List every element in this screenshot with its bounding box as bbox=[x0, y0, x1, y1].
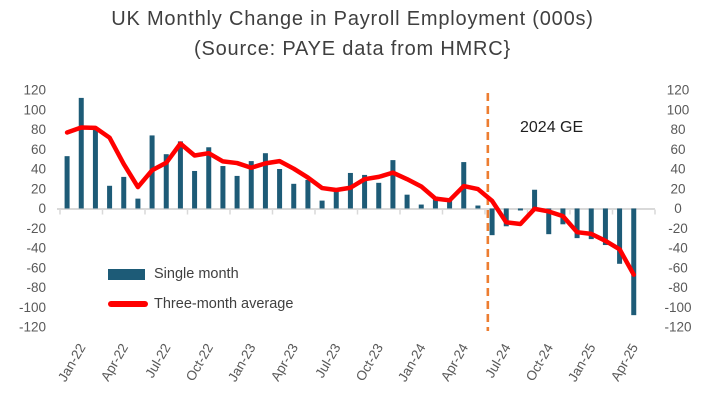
bar-Feb-25 bbox=[588, 208, 594, 240]
three-month-average-line bbox=[64, 125, 636, 277]
bar-Jan-25 bbox=[574, 208, 580, 239]
bar-May-22 bbox=[121, 176, 127, 209]
bar-Mar-23 bbox=[262, 153, 268, 209]
x-axis-label-Jan-24: Jan-24 bbox=[395, 341, 429, 385]
ge-2024-annotation: 2024 GE bbox=[520, 119, 584, 136]
y-axis-label-left: -120 bbox=[19, 320, 46, 335]
legend-item-single-month: Single month bbox=[108, 266, 293, 282]
legend: Single month Three-month average bbox=[108, 266, 293, 326]
bar-May-23 bbox=[291, 183, 297, 209]
bar-Feb-24 bbox=[418, 204, 424, 209]
y-axis-label-right: 80 bbox=[670, 122, 685, 137]
bar-Oct-24 bbox=[532, 189, 538, 209]
y-axis-label-right: 0 bbox=[674, 201, 682, 216]
y-axis-label-right: -80 bbox=[668, 280, 688, 295]
bar-Feb-23 bbox=[248, 161, 254, 209]
y-axis-label-right: 60 bbox=[670, 142, 685, 157]
bar-Nov-23 bbox=[376, 182, 382, 209]
three-month-average-label: Three-month average bbox=[154, 296, 294, 312]
bar-Mar-22 bbox=[92, 129, 98, 209]
bar-Apr-24 bbox=[447, 199, 453, 209]
three-month-average-swatch bbox=[108, 301, 148, 307]
y-axis-label-left: -60 bbox=[26, 260, 46, 275]
bar-Feb-22 bbox=[78, 97, 84, 209]
y-axis-label-left: -80 bbox=[26, 280, 46, 295]
y-axis-label-left: 40 bbox=[31, 162, 46, 177]
y-axis-label-left: 20 bbox=[31, 181, 46, 196]
y-axis-label-left: 80 bbox=[31, 122, 46, 137]
bar-Dec-22 bbox=[220, 166, 226, 209]
y-axis-label-left: 120 bbox=[23, 83, 46, 98]
bar-Mar-24 bbox=[432, 196, 438, 209]
y-axis-label-right: 120 bbox=[667, 83, 690, 98]
x-axis-label-Apr-25: Apr-25 bbox=[608, 341, 641, 384]
chart-subtitle: (Source: PAYE data from HMRC} bbox=[194, 38, 511, 60]
bar-Jan-22 bbox=[64, 156, 70, 209]
legend-item-three-month-average: Three-month average bbox=[108, 296, 293, 312]
x-axis-label-Apr-24: Apr-24 bbox=[438, 341, 471, 384]
x-axis-label-Jan-25: Jan-25 bbox=[565, 341, 599, 384]
single-month-label: Single month bbox=[154, 266, 239, 282]
bar-Jul-23 bbox=[319, 200, 325, 209]
bar-Sep-24 bbox=[517, 208, 523, 211]
x-axis-label-Oct-23: Oct-23 bbox=[353, 341, 386, 384]
x-axis-label-Jan-23: Jan-23 bbox=[225, 341, 259, 384]
bar-Jun-24 bbox=[475, 205, 481, 209]
bar-Aug-22 bbox=[163, 154, 169, 209]
bar-Nov-24 bbox=[546, 208, 552, 235]
chart-title: UK Monthly Change in Payroll Employment … bbox=[111, 8, 594, 30]
single-month-swatch bbox=[108, 268, 145, 280]
bar-Dec-23 bbox=[390, 160, 396, 209]
bar-Jul-24 bbox=[489, 208, 495, 236]
y-axis-label-right: -20 bbox=[668, 221, 688, 236]
x-axis-label-Jul-24: Jul-24 bbox=[482, 341, 514, 381]
bar-Oct-22 bbox=[192, 170, 198, 209]
bar-Jun-22 bbox=[135, 198, 141, 209]
y-axis-label-right: 100 bbox=[667, 102, 690, 117]
bar-May-25 bbox=[631, 208, 637, 316]
y-axis-label-left: 60 bbox=[31, 142, 46, 157]
bar-Mar-25 bbox=[602, 208, 608, 246]
bar-Apr-22 bbox=[107, 185, 113, 209]
x-axis-label-Apr-22: Apr-22 bbox=[98, 341, 131, 384]
x-axis-label-Jan-22: Jan-22 bbox=[55, 341, 89, 384]
y-axis-label-left: -40 bbox=[26, 241, 46, 256]
bar-Apr-25 bbox=[617, 208, 623, 264]
bar-Sep-23 bbox=[347, 172, 353, 209]
bar-Aug-24 bbox=[503, 208, 509, 227]
x-axis-label-Oct-22: Oct-22 bbox=[183, 341, 216, 384]
y-axis-label-left: 100 bbox=[23, 102, 46, 117]
y-axis-label-left: 0 bbox=[38, 201, 46, 216]
bar-Jan-24 bbox=[404, 194, 410, 209]
bar-Sep-22 bbox=[177, 141, 183, 209]
y-axis-label-right: -60 bbox=[668, 260, 688, 275]
y-axis-label-right: -120 bbox=[664, 320, 691, 335]
bar-Jun-23 bbox=[305, 179, 311, 209]
y-axis-label-right: 20 bbox=[670, 181, 685, 196]
y-axis-label-right: 40 bbox=[670, 162, 685, 177]
x-axis-label-Apr-23: Apr-23 bbox=[268, 341, 301, 384]
y-axis-label-left: -100 bbox=[19, 300, 46, 315]
bar-Aug-23 bbox=[333, 189, 339, 209]
x-axis-label-Oct-24: Oct-24 bbox=[523, 341, 556, 384]
x-axis-label-Jul-22: Jul-22 bbox=[142, 341, 173, 380]
bar-Oct-23 bbox=[362, 174, 368, 209]
x-axis-label-Jul-23: Jul-23 bbox=[312, 341, 343, 380]
bar-Apr-23 bbox=[277, 169, 283, 209]
bar-Jan-23 bbox=[234, 175, 240, 209]
bar-Nov-22 bbox=[206, 147, 212, 209]
y-axis-label-left: -20 bbox=[26, 221, 46, 236]
y-axis-label-right: -40 bbox=[668, 241, 688, 256]
y-axis-label-right: -100 bbox=[664, 300, 691, 315]
